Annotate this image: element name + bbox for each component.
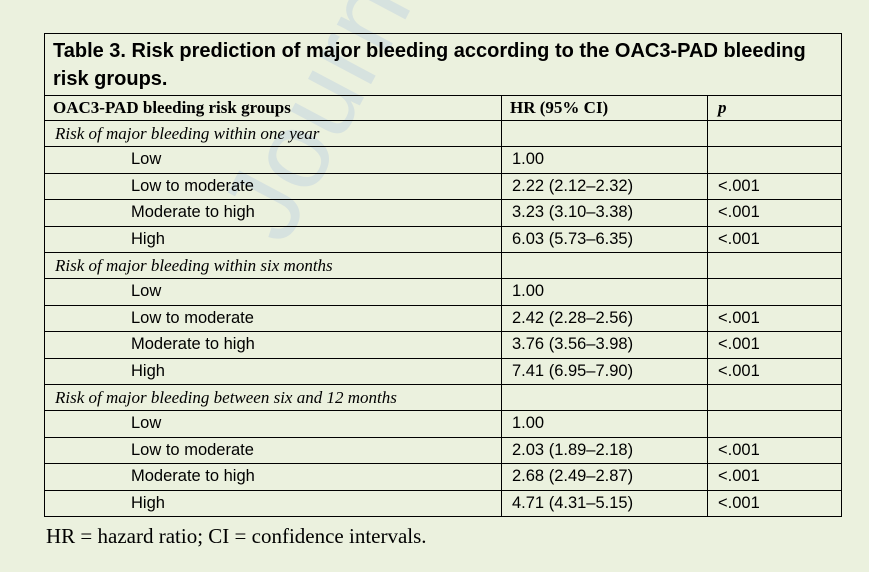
- empty-cell: [707, 120, 842, 147]
- table-row: Moderate to high 3.23 (3.10–3.38) <.001: [44, 199, 842, 227]
- p-value: <.001: [707, 436, 842, 464]
- hazard-ratio: 1.00: [501, 410, 708, 438]
- p-value: <.001: [707, 225, 842, 253]
- p-value: [707, 278, 842, 306]
- table-row: Low 1.00: [44, 410, 842, 438]
- risk-group: High: [44, 489, 502, 517]
- table-row: High 7.41 (6.95–7.90) <.001: [44, 357, 842, 385]
- hazard-ratio: 1.00: [501, 278, 708, 306]
- table-row: Low 1.00: [44, 146, 842, 174]
- p-value: <.001: [707, 463, 842, 491]
- p-value: [707, 410, 842, 438]
- risk-group: Low to moderate: [44, 436, 502, 464]
- risk-group: Low to moderate: [44, 304, 502, 332]
- hazard-ratio: 2.03 (1.89–2.18): [501, 436, 708, 464]
- empty-cell: [707, 384, 842, 411]
- p-value: <.001: [707, 357, 842, 385]
- header-p: p: [707, 95, 842, 121]
- header-group: OAC3-PAD bleeding risk groups: [44, 95, 502, 121]
- table-row: High 6.03 (5.73–6.35) <.001: [44, 225, 842, 253]
- hazard-ratio: 3.23 (3.10–3.38): [501, 199, 708, 227]
- p-value: <.001: [707, 172, 842, 200]
- empty-cell: [501, 252, 708, 279]
- risk-group: Moderate to high: [44, 199, 502, 227]
- risk-group: Low: [44, 410, 502, 438]
- table-row: Moderate to high 3.76 (3.56–3.98) <.001: [44, 331, 842, 359]
- hazard-ratio: 3.76 (3.56–3.98): [501, 331, 708, 359]
- header-row: OAC3-PAD bleeding risk groups HR (95% CI…: [44, 95, 842, 121]
- hazard-ratio: 1.00: [501, 146, 708, 174]
- section-title: Risk of major bleeding between six and 1…: [44, 384, 502, 411]
- hazard-ratio: 6.03 (5.73–6.35): [501, 225, 708, 253]
- section-title: Risk of major bleeding within six months: [44, 252, 502, 279]
- hazard-ratio: 4.71 (4.31–5.15): [501, 489, 708, 517]
- risk-group: Moderate to high: [44, 463, 502, 491]
- section-row: Risk of major bleeding between six and 1…: [44, 384, 842, 411]
- table-row: Low to moderate 2.03 (1.89–2.18) <.001: [44, 436, 842, 464]
- risk-group: Moderate to high: [44, 331, 502, 359]
- hazard-ratio: 2.22 (2.12–2.32): [501, 172, 708, 200]
- p-value: [707, 146, 842, 174]
- risk-group: Low to moderate: [44, 172, 502, 200]
- table-row: Low 1.00: [44, 278, 842, 306]
- section-row: Risk of major bleeding within one year: [44, 120, 842, 147]
- risk-group: Low: [44, 146, 502, 174]
- empty-cell: [501, 384, 708, 411]
- section-row: Risk of major bleeding within six months: [44, 252, 842, 279]
- risk-group: High: [44, 357, 502, 385]
- header-hr: HR (95% CI): [501, 95, 708, 121]
- p-value: <.001: [707, 331, 842, 359]
- risk-group: Low: [44, 278, 502, 306]
- footnote: HR = hazard ratio; CI = confidence inter…: [46, 524, 427, 548]
- hazard-ratio: 2.68 (2.49–2.87): [501, 463, 708, 491]
- section-title: Risk of major bleeding within one year: [44, 120, 502, 147]
- hazard-ratio: 7.41 (6.95–7.90): [501, 357, 708, 385]
- table-row: Moderate to high 2.68 (2.49–2.87) <.001: [44, 463, 842, 491]
- empty-cell: [501, 120, 708, 147]
- table-row: Low to moderate 2.42 (2.28–2.56) <.001: [44, 304, 842, 332]
- hazard-ratio: 2.42 (2.28–2.56): [501, 304, 708, 332]
- empty-cell: [707, 252, 842, 279]
- p-value: <.001: [707, 304, 842, 332]
- p-value: <.001: [707, 489, 842, 517]
- table-row: Low to moderate 2.22 (2.12–2.32) <.001: [44, 172, 842, 200]
- table-caption: Table 3. Risk prediction of major bleedi…: [44, 33, 842, 96]
- p-value: <.001: [707, 199, 842, 227]
- risk-table: Table 3. Risk prediction of major bleedi…: [44, 33, 842, 517]
- risk-group: High: [44, 225, 502, 253]
- table-row: High 4.71 (4.31–5.15) <.001: [44, 489, 842, 517]
